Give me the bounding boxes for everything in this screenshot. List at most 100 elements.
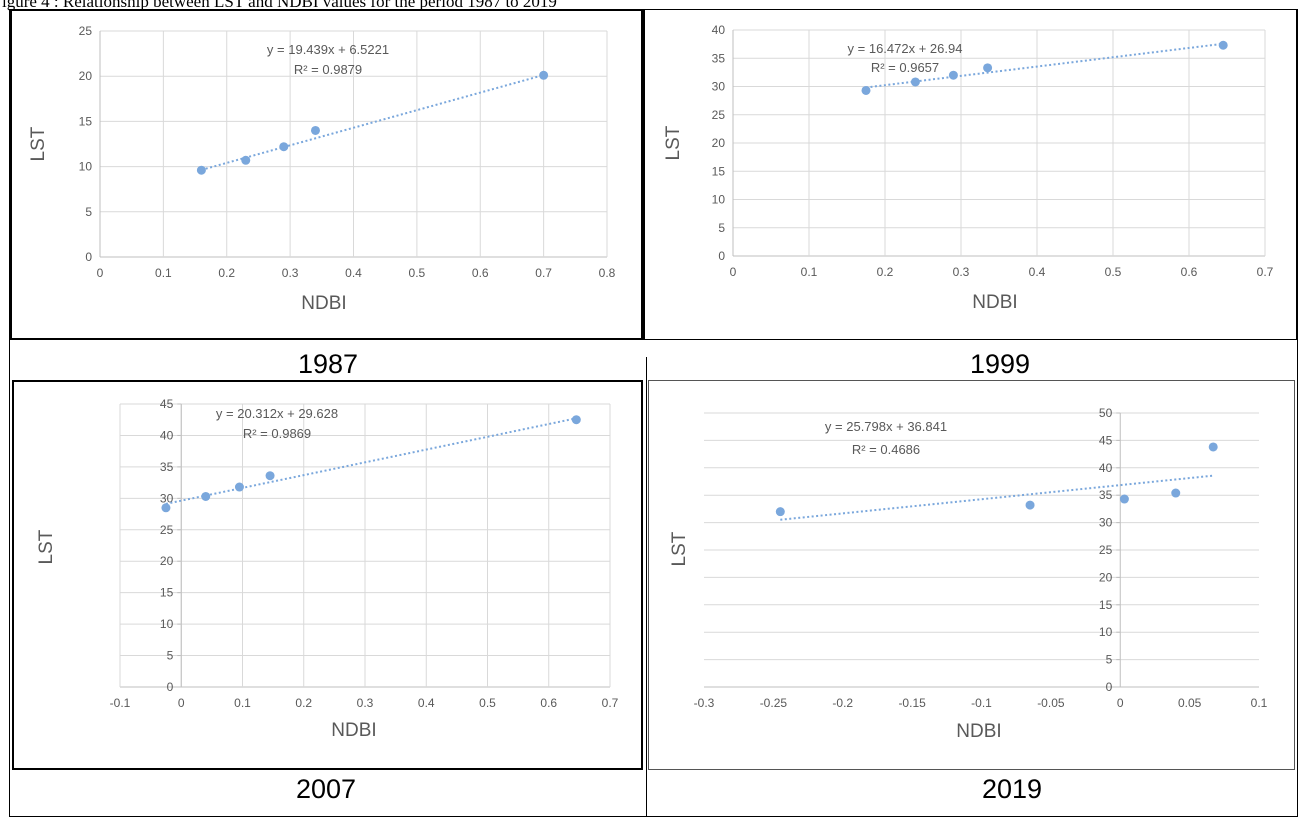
y-tick-label: 30 xyxy=(1099,516,1113,530)
x-tick-label: 0 xyxy=(97,266,104,280)
scatter-chart-2019: 0 5 10 15 20 25 30 35 40 45 50 -0.3 -0.25 -0.2 -0.15 -0… xyxy=(669,406,1268,742)
year-label-1987: 1987 xyxy=(297,349,359,379)
y-tick-label: 40 xyxy=(712,23,726,37)
x-axis-title: NDBI xyxy=(301,293,346,314)
data-point xyxy=(948,70,958,80)
y-tick-label: 5 xyxy=(167,649,174,663)
scatter-chart-2007: 0 5 10 15 20 25 30 35 40 45 -0.1 0 0.1 0.2 0.3 0.4 0.5 0.… xyxy=(36,397,619,741)
y-tick-label: 30 xyxy=(160,491,174,505)
y-tick-label: 40 xyxy=(160,428,174,442)
x-tick-label: 0.2 xyxy=(877,265,894,279)
x-tick-label: 0.3 xyxy=(357,696,374,710)
x-tick-label: 0.3 xyxy=(282,266,299,280)
trendline-equation: y = 25.798x + 36.841 xyxy=(825,419,947,434)
figure-caption: igure 4 : Relationship between LST and N… xyxy=(2,0,557,11)
x-tick-label: 0.2 xyxy=(295,696,312,710)
y-tick-label: 15 xyxy=(712,164,726,178)
y-tick-label: 20 xyxy=(79,69,93,83)
x-tick-label: -0.3 xyxy=(694,696,715,710)
x-tick-label: 0 xyxy=(1117,696,1124,710)
chart-panel-2019: 0 5 10 15 20 25 30 35 40 45 50 -0.3 -0.25 -0.2 -0.15 -0… xyxy=(648,380,1295,770)
x-tick-label: 0.7 xyxy=(1257,265,1274,279)
x-tick-label: 0.4 xyxy=(418,696,435,710)
x-tick-label: 0.1 xyxy=(1251,696,1268,710)
data-point xyxy=(1119,494,1129,504)
y-axis-title: LST xyxy=(36,529,57,564)
y-tick-label: 25 xyxy=(1099,543,1113,557)
x-tick-label: 0.4 xyxy=(345,266,362,280)
data-point xyxy=(234,482,244,492)
r-squared-label: R² = 0.4686 xyxy=(852,442,920,457)
y-tick-label: 10 xyxy=(160,617,174,631)
x-tick-label: 0.3 xyxy=(953,265,970,279)
scatter-chart-1987: 0 5 10 15 20 25 0 0.1 0.2 0.3 0.4 0.5 0.6 0.7 0.8 y = 1… xyxy=(28,24,616,314)
data-point xyxy=(910,77,920,87)
x-axis-title: NDBI xyxy=(956,721,1001,742)
x-tick-label: 0.2 xyxy=(218,266,235,280)
scatter-chart-1999: 0 5 10 15 20 25 30 35 40 0 0.1 0.2 0.3 0.4 0.5 0.6 0.7 y … xyxy=(663,23,1274,313)
data-point xyxy=(1208,442,1218,452)
x-tick-label: 0.1 xyxy=(155,266,172,280)
y-tick-label: 25 xyxy=(160,523,174,537)
y-tick-label: 10 xyxy=(79,160,93,174)
y-tick-label: 5 xyxy=(718,221,725,235)
y-tick-label: 10 xyxy=(1099,625,1113,639)
r-squared-label: R² = 0.9869 xyxy=(243,426,311,441)
year-label-1999: 1999 xyxy=(969,349,1031,379)
y-tick-label: 50 xyxy=(1099,406,1113,420)
table-divider xyxy=(643,9,644,340)
table-divider xyxy=(646,357,647,817)
year-label-2019: 2019 xyxy=(981,774,1043,804)
y-tick-label: 35 xyxy=(1099,488,1113,502)
x-tick-label: 0.5 xyxy=(409,266,426,280)
y-tick-label: 20 xyxy=(712,136,726,150)
data-point xyxy=(1025,500,1035,510)
data-point xyxy=(161,503,171,513)
y-axis-title: LST xyxy=(663,125,684,160)
data-point xyxy=(571,415,581,425)
data-point xyxy=(265,471,275,481)
trendline-equation: y = 19.439x + 6.5221 xyxy=(267,42,389,57)
x-tick-label: 0.1 xyxy=(234,696,251,710)
chart-panel-1987: 0 5 10 15 20 25 0 0.1 0.2 0.3 0.4 0.5 0.6 0.7 0.8 y = 1… xyxy=(10,9,643,340)
x-tick-label: 0.6 xyxy=(540,696,557,710)
r-squared-label: R² = 0.9879 xyxy=(294,62,362,77)
x-tick-label: -0.2 xyxy=(832,696,853,710)
trendline xyxy=(201,74,544,171)
y-tick-label: 35 xyxy=(160,460,174,474)
y-tick-label: 40 xyxy=(1099,461,1113,475)
x-tick-label: -0.05 xyxy=(1037,696,1065,710)
y-tick-label: 35 xyxy=(712,51,726,65)
y-tick-label: 45 xyxy=(1099,433,1113,447)
x-tick-label: -0.1 xyxy=(110,696,131,710)
chart-panel-2007: 0 5 10 15 20 25 30 35 40 45 -0.1 0 0.1 0.2 0.3 0.4 0.5 0.… xyxy=(12,380,643,770)
y-tick-label: 0 xyxy=(167,680,174,694)
x-tick-label: 0.1 xyxy=(801,265,818,279)
data-point xyxy=(279,142,289,152)
x-tick-label: -0.15 xyxy=(898,696,926,710)
x-tick-label: 0.5 xyxy=(1105,265,1122,279)
x-tick-label: -0.25 xyxy=(760,696,788,710)
data-point xyxy=(775,507,785,517)
x-tick-label: -0.1 xyxy=(971,696,992,710)
y-tick-label: 25 xyxy=(712,108,726,122)
data-point xyxy=(983,63,993,73)
y-tick-label: 25 xyxy=(79,24,93,38)
x-axis-title: NDBI xyxy=(331,720,376,741)
data-point xyxy=(861,85,871,95)
trendline xyxy=(165,417,577,505)
y-tick-label: 5 xyxy=(85,205,92,219)
y-tick-label: 20 xyxy=(160,554,174,568)
x-tick-label: 0 xyxy=(730,265,737,279)
y-tick-label: 15 xyxy=(1099,598,1113,612)
data-point xyxy=(539,70,549,80)
x-tick-label: 0.05 xyxy=(1178,696,1202,710)
data-point xyxy=(1218,40,1228,50)
data-point xyxy=(196,165,206,175)
x-tick-label: 0.4 xyxy=(1029,265,1046,279)
trendline xyxy=(780,474,1214,521)
chart-panel-1999: 0 5 10 15 20 25 30 35 40 0 0.1 0.2 0.3 0.4 0.5 0.6 0.7 y … xyxy=(644,9,1297,340)
y-tick-label: 15 xyxy=(79,114,93,128)
y-axis-title: LST xyxy=(669,531,690,566)
x-axis-title: NDBI xyxy=(972,292,1017,313)
